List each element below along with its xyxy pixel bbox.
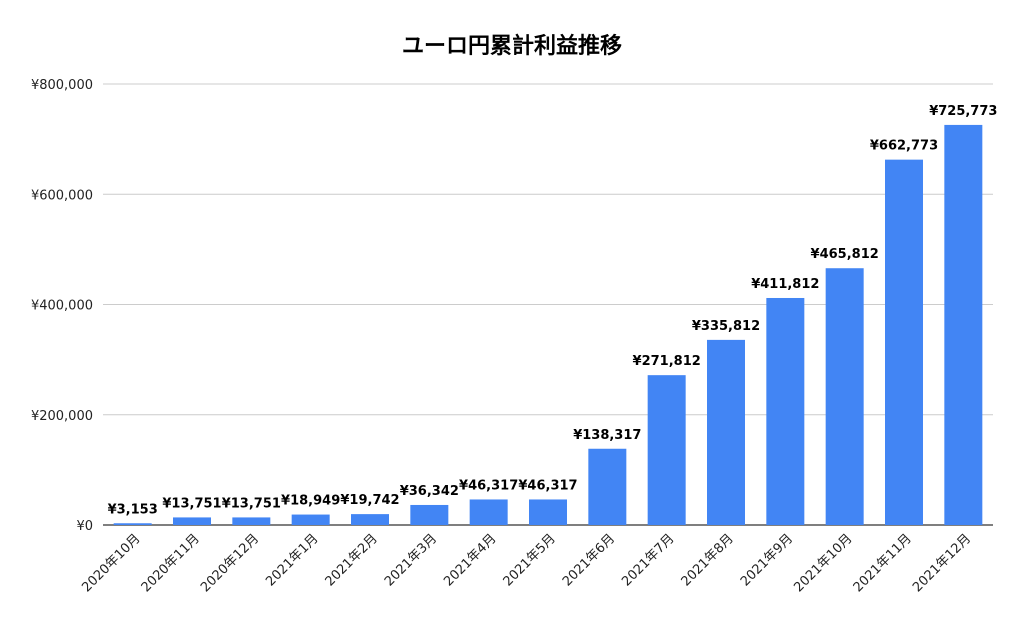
y-tick-label: ¥600,000 <box>31 188 93 203</box>
data-label: ¥335,812 <box>692 319 760 334</box>
y-axis-ticks: ¥0 ¥200,000 ¥400,000 ¥600,000 ¥800,000 <box>31 78 93 534</box>
y-tick-label: ¥200,000 <box>31 409 93 424</box>
x-tick-label: 2021年1月 <box>263 531 321 589</box>
data-label: ¥138,317 <box>573 428 641 443</box>
x-tick-label: 2021年2月 <box>323 531 381 589</box>
x-tick-label: 2021年12月 <box>910 531 974 595</box>
data-label: ¥13,751 <box>222 496 281 511</box>
data-label: ¥465,812 <box>811 247 879 262</box>
bar <box>825 268 864 525</box>
x-tick-label: 2021年11月 <box>851 531 915 595</box>
bars <box>113 124 983 526</box>
data-label: ¥19,742 <box>340 493 399 508</box>
data-label: ¥271,812 <box>633 354 701 369</box>
data-label: ¥3,153 <box>108 502 158 517</box>
data-label: ¥411,812 <box>751 277 819 292</box>
bar <box>588 448 627 525</box>
bar <box>291 514 330 525</box>
bar <box>351 514 389 525</box>
data-labels: ¥3,153 ¥13,751 ¥13,751 ¥18,949 ¥19,742¥36,34… <box>108 104 998 517</box>
x-tick-label: 2021年4月 <box>441 531 499 589</box>
data-label: ¥46,317 <box>459 478 518 493</box>
data-label: ¥662,773 <box>870 139 938 154</box>
y-tick-label: ¥800,000 <box>31 78 93 93</box>
data-label: ¥46,317 <box>518 478 577 493</box>
bar <box>113 523 152 525</box>
bar <box>529 499 567 525</box>
bar <box>885 159 923 526</box>
x-tick-label: 2020年11月 <box>139 531 203 595</box>
x-tick-label: 2020年10月 <box>79 531 143 595</box>
x-tick-label: 2021年5月 <box>501 531 559 589</box>
x-tick-label: 2021年6月 <box>560 531 618 589</box>
y-tick-label: ¥0 <box>76 519 93 534</box>
x-tick-label: 2021年9月 <box>738 531 796 589</box>
chart-title: ユーロ円累計利益推移 <box>401 34 622 59</box>
x-tick-label: 2021年7月 <box>619 531 677 589</box>
bar <box>232 517 271 525</box>
bar <box>766 297 805 525</box>
data-label: ¥13,751 <box>162 496 221 511</box>
bar <box>944 124 983 525</box>
bar <box>469 499 508 525</box>
x-tick-label: 2021年8月 <box>679 531 737 589</box>
x-tick-label: 2021年3月 <box>382 531 440 589</box>
data-label: ¥36,342 <box>400 484 459 499</box>
y-tick-label: ¥400,000 <box>31 299 93 314</box>
x-tick-label: 2020年12月 <box>198 531 262 595</box>
x-tick-label: 2021年10月 <box>791 531 855 595</box>
bar <box>410 504 449 525</box>
data-label: ¥18,949 <box>281 494 340 509</box>
data-label: ¥725,773 <box>929 104 997 119</box>
bar <box>647 375 686 525</box>
bar <box>173 517 211 525</box>
bar <box>707 339 745 525</box>
